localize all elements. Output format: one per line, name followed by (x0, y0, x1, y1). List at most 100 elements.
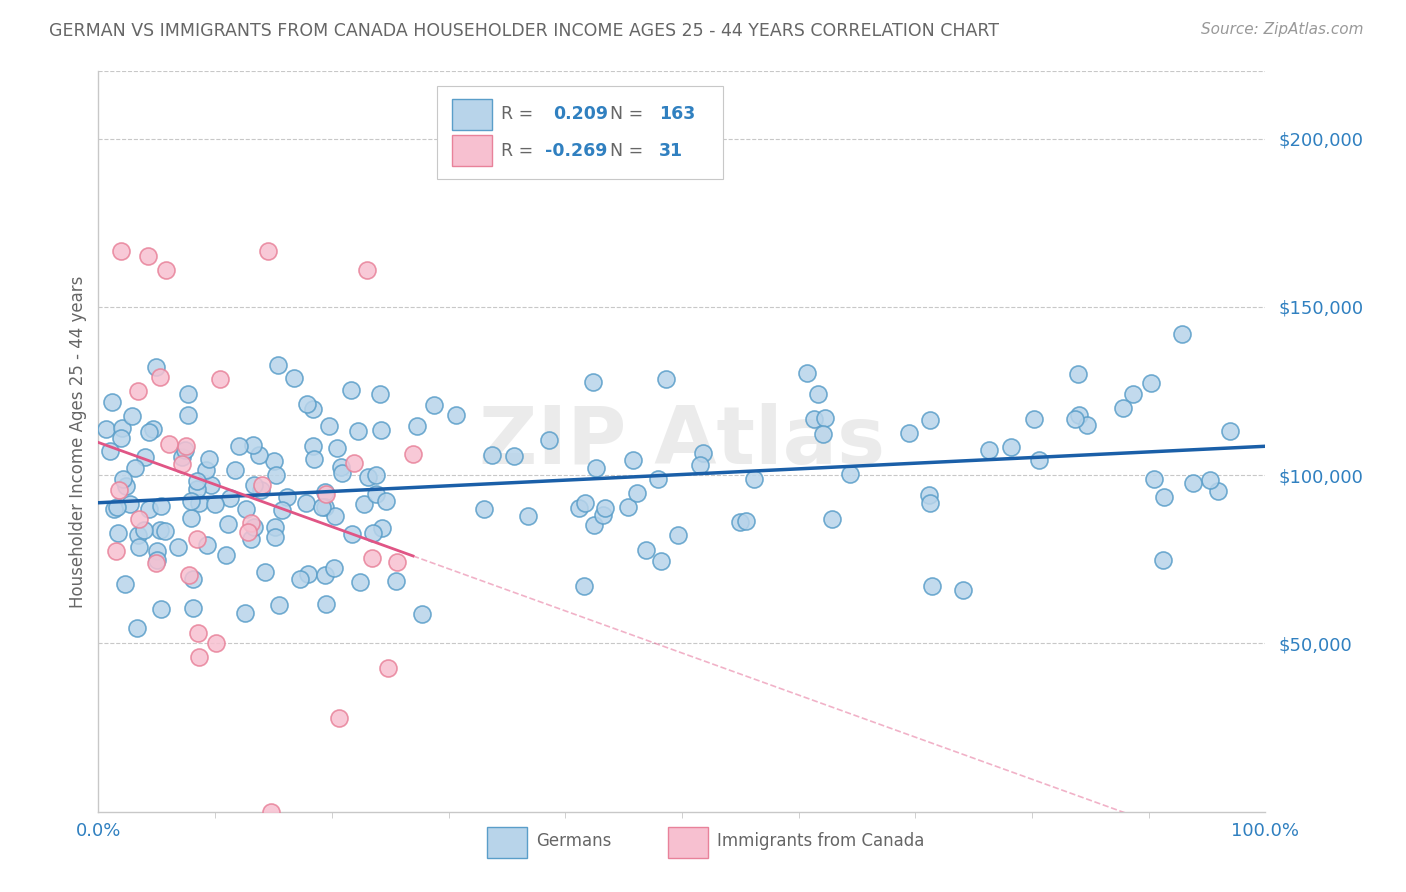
Point (402, 447, 425, 461)
Point (314, 484, 336, 499)
FancyBboxPatch shape (668, 827, 707, 857)
Point (423, 398, 446, 412)
Point (583, 518, 606, 533)
Point (195, 463, 218, 477)
Point (340, 526, 363, 541)
Point (138, 501, 160, 516)
Point (155, 263, 177, 277)
Point (803, 412, 825, 426)
Y-axis label: Householder Income Ages 25 - 44 years: Householder Income Ages 25 - 44 years (69, 276, 87, 607)
Point (215, 548, 238, 562)
Point (136, 249, 159, 263)
Point (146, 553, 169, 567)
Point (105, 544, 128, 558)
Point (813, 427, 835, 442)
Point (170, 450, 193, 464)
Point (98, 444, 121, 458)
Point (198, 452, 221, 467)
Point (187, 626, 209, 640)
Text: Immigrants from Canada: Immigrants from Canada (717, 832, 924, 850)
Point (650, 554, 672, 568)
Point (157, 437, 180, 451)
Point (105, 500, 128, 514)
Point (377, 661, 399, 675)
Point (364, 487, 387, 501)
FancyBboxPatch shape (486, 827, 527, 857)
Point (1028, 452, 1050, 467)
Point (235, 607, 257, 621)
Point (370, 423, 392, 437)
Text: N =: N = (610, 105, 643, 123)
Point (114, 479, 136, 493)
Point (249, 448, 271, 462)
FancyBboxPatch shape (451, 135, 492, 166)
Point (370, 387, 392, 401)
Point (153, 524, 176, 539)
Point (593, 501, 616, 516)
Point (267, 358, 290, 372)
Point (574, 496, 596, 510)
Point (375, 494, 398, 508)
Point (243, 520, 266, 534)
Point (124, 461, 146, 475)
Point (224, 463, 246, 477)
Text: Source: ZipAtlas.com: Source: ZipAtlas.com (1201, 22, 1364, 37)
Point (250, 478, 273, 492)
Point (538, 433, 561, 447)
Point (472, 502, 495, 516)
Point (239, 516, 262, 530)
Point (325, 509, 347, 524)
Point (150, 499, 173, 513)
Point (118, 497, 141, 511)
Point (353, 497, 375, 511)
Point (349, 574, 371, 589)
Point (167, 541, 190, 555)
Point (297, 566, 319, 581)
Point (1112, 401, 1135, 416)
Text: ZIP Atlas: ZIP Atlas (479, 402, 884, 481)
Point (481, 448, 503, 462)
Point (568, 500, 591, 515)
Point (170, 458, 193, 472)
Point (217, 516, 239, 531)
Text: 163: 163 (658, 105, 695, 123)
Point (796, 366, 818, 380)
Point (807, 387, 830, 401)
Point (838, 467, 860, 481)
Point (205, 635, 228, 649)
Point (242, 478, 264, 492)
Point (1182, 476, 1205, 491)
Point (235, 501, 257, 516)
Point (242, 438, 264, 452)
Point (181, 572, 204, 586)
Point (314, 567, 336, 582)
Point (1153, 490, 1175, 504)
Point (260, 805, 283, 819)
Point (347, 424, 370, 438)
Point (176, 386, 198, 401)
Point (107, 525, 129, 540)
Point (692, 445, 714, 459)
Point (585, 460, 607, 475)
Point (654, 372, 676, 386)
FancyBboxPatch shape (437, 87, 723, 178)
Point (444, 409, 467, 423)
Point (1142, 472, 1164, 486)
Point (357, 470, 380, 484)
Point (283, 371, 305, 385)
Point (1022, 412, 1045, 426)
Point (666, 527, 689, 541)
Point (145, 543, 167, 558)
Point (647, 472, 669, 486)
Point (240, 532, 263, 546)
Point (516, 509, 538, 524)
Point (322, 561, 344, 575)
Point (918, 496, 941, 510)
Point (328, 711, 350, 725)
Point (621, 452, 644, 467)
Point (318, 418, 340, 433)
Point (128, 540, 150, 554)
Point (219, 491, 242, 506)
Point (127, 528, 149, 542)
Point (257, 244, 280, 258)
